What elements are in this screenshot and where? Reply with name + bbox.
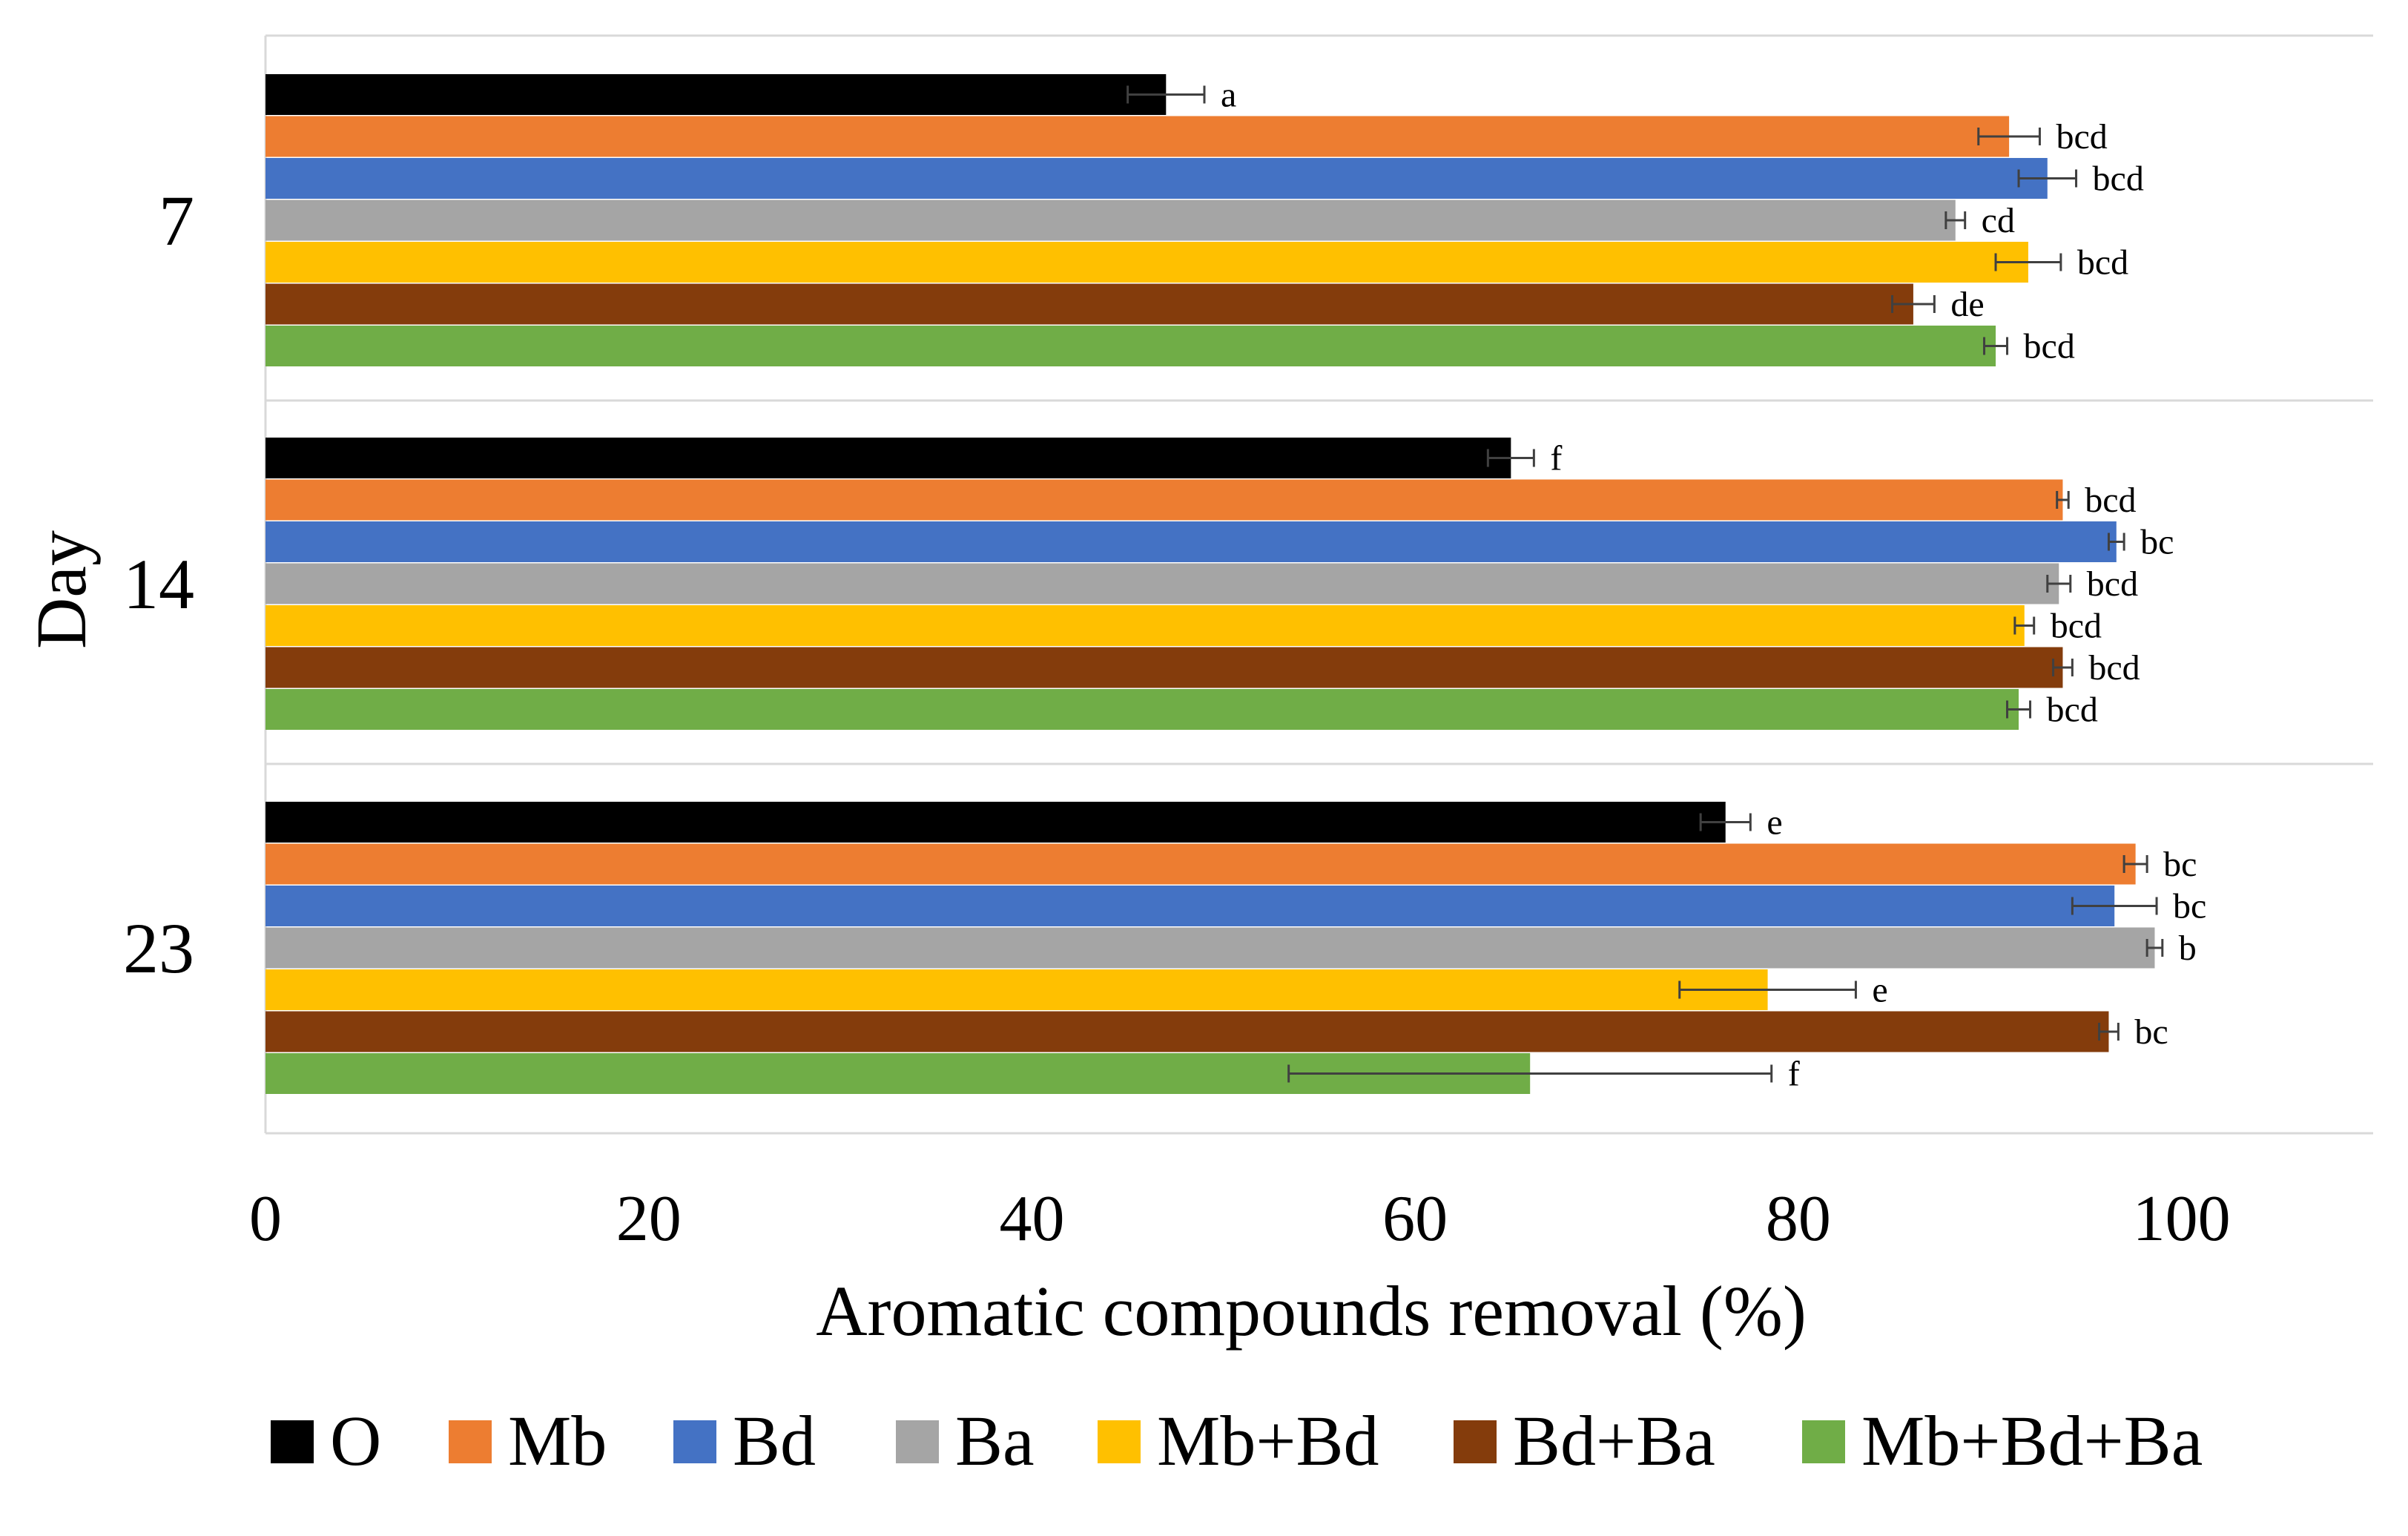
- legend-swatch: [1098, 1420, 1141, 1463]
- legend-label: Bd+Ba: [1513, 1401, 1715, 1480]
- x-tick-label: 60: [1382, 1183, 1448, 1255]
- bar: [265, 438, 1511, 478]
- significance-label: bcd: [2056, 117, 2107, 156]
- bar: [265, 158, 2048, 199]
- legend-swatch: [1454, 1420, 1497, 1463]
- error-bar: [2098, 1023, 2120, 1041]
- significance-label: f: [1788, 1055, 1800, 1094]
- significance-label: bc: [2140, 523, 2174, 562]
- legend-item: Mb: [449, 1401, 607, 1480]
- significance-label: a: [1221, 76, 1236, 115]
- significance-label: bcd: [2088, 648, 2140, 688]
- bar: [265, 969, 1768, 1010]
- significance-label: bcd: [2051, 607, 2102, 646]
- legend-item: O: [271, 1401, 381, 1480]
- x-axis-title: Aromatic compounds removal (%): [816, 1271, 1807, 1351]
- error-bar: [2071, 897, 2158, 915]
- legend-swatch: [449, 1420, 492, 1463]
- significance-label: bcd: [2085, 481, 2136, 520]
- legend-item: Bd: [673, 1401, 816, 1480]
- y-category-label: 7: [159, 181, 194, 260]
- error-bar: [1983, 337, 2009, 355]
- error-bar: [1977, 128, 2041, 145]
- y-category-label: 23: [123, 909, 194, 988]
- bar: [265, 521, 2117, 562]
- bar: [265, 74, 1167, 115]
- significance-label: de: [1950, 285, 1984, 324]
- bar: [265, 689, 2019, 730]
- significance-label: bcd: [2077, 243, 2128, 283]
- error-bar: [2006, 700, 2032, 719]
- legend-label: Bd: [733, 1401, 816, 1480]
- error-bar: [2046, 575, 2072, 593]
- legend-label: Ba: [955, 1401, 1035, 1480]
- x-tick-label: 100: [2133, 1183, 2231, 1255]
- significance-label: bcd: [2093, 159, 2144, 199]
- error-bar: [1891, 295, 1936, 313]
- error-bar: [1699, 813, 1752, 831]
- error-bar: [2052, 659, 2074, 676]
- significance-label: bc: [2163, 845, 2197, 884]
- x-tick-label: 80: [1766, 1183, 1831, 1255]
- significance-label: bcd: [2047, 690, 2098, 730]
- error-bar: [1287, 1064, 1773, 1083]
- significance-label: bc: [2134, 1012, 2168, 1052]
- bar: [265, 283, 1913, 325]
- error-bar: [2056, 491, 2070, 509]
- error-bar: [2017, 169, 2078, 188]
- bar: [265, 647, 2063, 688]
- error-bar: [1678, 980, 1857, 999]
- bar: [265, 1011, 2109, 1052]
- bar: [265, 326, 1996, 366]
- error-bar: [1994, 253, 2062, 271]
- bar: [265, 605, 2025, 646]
- legend-item: Bd+Ba: [1454, 1401, 1715, 1480]
- error-bar: [2107, 533, 2125, 551]
- bar: [265, 927, 2155, 969]
- legend-label: Mb+Bd: [1157, 1401, 1379, 1480]
- significance-label: f: [1550, 439, 1562, 478]
- significance-label: bc: [2173, 887, 2206, 926]
- bar: [265, 802, 1726, 843]
- bar: [265, 886, 2115, 926]
- significance-label: e: [1872, 971, 1887, 1010]
- error-bar: [1127, 85, 1206, 104]
- legend-swatch: [1802, 1420, 1845, 1463]
- legend-item: Mb+Bd+Ba: [1802, 1401, 2203, 1480]
- significance-label: bcd: [2024, 327, 2075, 366]
- legend-label: O: [330, 1401, 381, 1480]
- bar: [265, 479, 2063, 521]
- y-axis-title: Day: [22, 530, 101, 649]
- x-tick-label: 40: [999, 1183, 1064, 1255]
- error-bar: [1944, 211, 1967, 229]
- bar: [265, 843, 2136, 885]
- error-bar: [2013, 616, 2036, 635]
- significance-label: e: [1767, 803, 1782, 843]
- x-tick-label: 0: [249, 1183, 282, 1255]
- legend-item: Ba: [896, 1401, 1035, 1480]
- bar: [265, 563, 2059, 604]
- y-category-label: 14: [123, 544, 194, 624]
- legend-swatch: [271, 1420, 314, 1463]
- bar: [265, 116, 2010, 157]
- legend-label: Mb: [508, 1401, 607, 1480]
- legend-item: Mb+Bd: [1098, 1401, 1379, 1480]
- legend-swatch: [673, 1420, 716, 1463]
- error-bar: [1486, 449, 1535, 467]
- legend-swatch: [896, 1420, 939, 1463]
- x-tick-label: 20: [616, 1183, 682, 1255]
- bar: [265, 200, 1956, 241]
- significance-label: bcd: [2087, 564, 2138, 604]
- error-bar: [2145, 939, 2164, 957]
- significance-label: cd: [1982, 201, 2015, 240]
- legend-label: Mb+Bd+Ba: [1861, 1401, 2203, 1480]
- bar: [265, 242, 2028, 283]
- significance-label: b: [2179, 929, 2197, 968]
- error-bar: [2122, 855, 2148, 873]
